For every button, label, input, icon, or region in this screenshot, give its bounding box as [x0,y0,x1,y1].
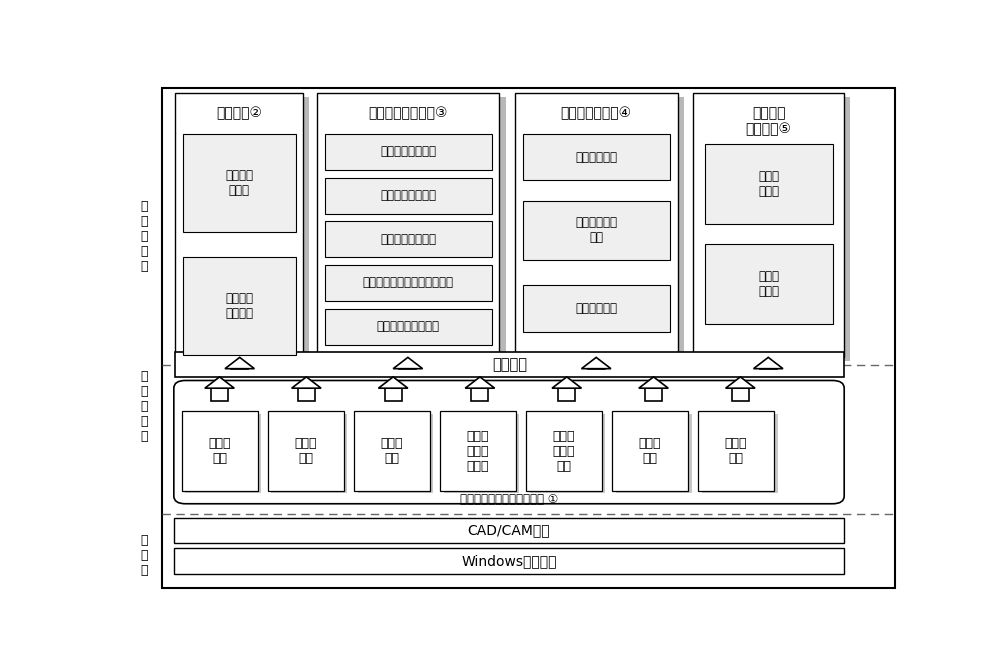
Text: CAD/CAM平台: CAD/CAM平台 [468,524,550,538]
Text: 数控程序
综合优化⑤: 数控程序 综合优化⑤ [746,106,792,136]
Bar [185,414,261,494]
Bar [354,412,430,491]
Text: 模型检测②: 模型检测② [216,107,262,121]
Text: 数控加
工切削
参数库: 数控加 工切削 参数库 [466,430,489,473]
Bar [298,388,315,401]
Bar [174,548,844,574]
Polygon shape [378,377,408,388]
Bar [325,309,492,345]
Bar [523,134,670,180]
Text: 模型工艺
性检测: 模型工艺 性检测 [225,169,253,197]
Polygon shape [292,377,321,388]
Bar [358,414,433,494]
Bar [325,265,492,301]
Bar [702,414,778,494]
Bar [526,412,602,491]
Bar [174,518,844,544]
Bar [325,134,492,170]
Bar [645,388,662,401]
Bar [471,388,488,401]
Text: 加工参
数优化: 加工参 数优化 [758,170,779,198]
Bar [268,412,344,491]
Bar [399,365,416,369]
Polygon shape [205,377,234,388]
Bar [385,388,402,401]
Text: 自动编程子系统④: 自动编程子系统④ [561,107,632,121]
Text: 制造资源自动选取: 制造资源自动选取 [380,233,436,245]
Text: 加工单元自动
构造: 加工单元自动 构造 [575,216,617,244]
Polygon shape [225,358,254,369]
Bar [523,285,670,331]
Bar [705,244,833,324]
Polygon shape [393,358,423,369]
Bar [732,388,749,401]
Text: 加工路
径优化: 加工路 径优化 [758,270,779,298]
Text: 数
据
支
撑
层: 数 据 支 撑 层 [141,370,148,443]
Bar [175,352,844,377]
Text: 开
发
层: 开 发 层 [141,534,148,576]
Bar [558,388,575,401]
Bar [444,414,519,494]
Bar [523,201,670,259]
Bar [211,388,228,401]
Bar [612,412,688,491]
Text: 工艺知
识库: 工艺知 识库 [380,437,403,465]
Bar [705,144,833,224]
Bar [588,365,605,369]
Polygon shape [581,358,611,369]
Polygon shape [726,377,755,388]
Bar [183,134,296,231]
Bar [175,93,303,358]
Bar [699,97,850,362]
Text: 自动特征识别: 自动特征识别 [575,151,617,163]
Bar [271,414,347,494]
Text: 工艺方案有效性判断: 工艺方案有效性判断 [377,320,440,333]
Text: 机床参
数库: 机床参 数库 [208,437,231,465]
Bar [698,412,774,491]
Bar [521,97,684,362]
Bar [440,412,516,491]
Bar [530,414,605,494]
Text: 加工操作生成: 加工操作生成 [575,302,617,315]
Text: 工件材
料库: 工件材 料库 [294,437,317,465]
Text: 刀具参
数及材
料库: 刀具参 数及材 料库 [552,430,575,473]
FancyBboxPatch shape [174,380,844,504]
Text: 知识推理: 知识推理 [492,357,527,372]
Bar [616,414,692,494]
Bar [323,97,506,362]
Bar [760,365,777,369]
Text: 系
统
功
能
层: 系 统 功 能 层 [141,200,148,273]
Bar [693,93,844,358]
Text: Windows操作系统: Windows操作系统 [461,554,557,568]
Text: 模型设计
错误修正: 模型设计 错误修正 [225,292,253,320]
Text: 工艺模板与制造资源自动融合: 工艺模板与制造资源自动融合 [363,276,454,289]
Bar [182,97,309,362]
Text: 数控加工工艺资源与知识库 ①: 数控加工工艺资源与知识库 ① [460,493,558,506]
Bar [183,257,296,355]
Text: 工艺模
板库: 工艺模 板库 [638,437,661,465]
Text: 工艺模板智能选取: 工艺模板智能选取 [380,189,436,202]
Bar [231,365,248,369]
Text: 其他资
源库: 其他资 源库 [724,437,747,465]
Bar [515,93,678,358]
Bar [317,93,499,358]
Polygon shape [465,377,495,388]
Bar [325,177,492,213]
Polygon shape [754,358,783,369]
Bar [182,412,258,491]
Text: 工艺方案快速定制: 工艺方案快速定制 [380,145,436,159]
Polygon shape [639,377,668,388]
Bar [325,221,492,257]
Polygon shape [552,377,581,388]
Text: 工艺方案自动生成③: 工艺方案自动生成③ [369,107,448,121]
